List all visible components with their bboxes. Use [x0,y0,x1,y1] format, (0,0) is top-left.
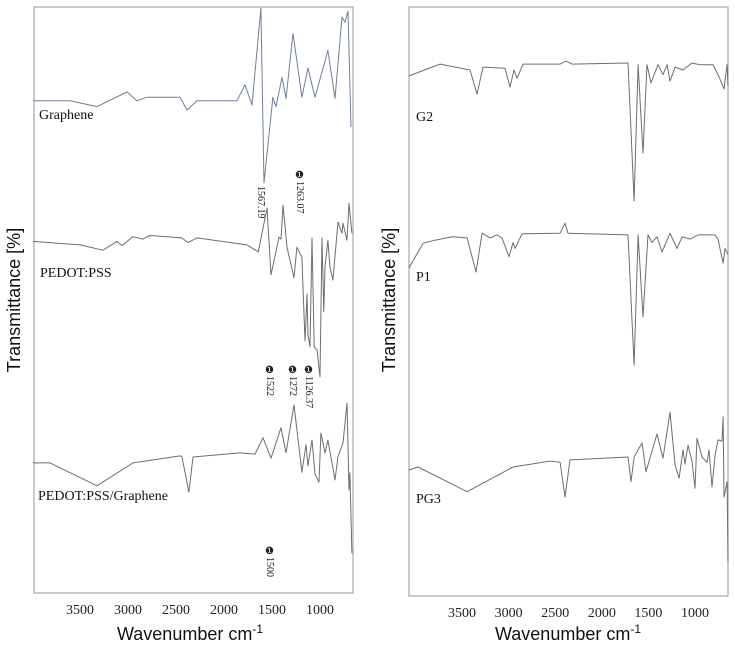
spectrum-line-pg3 [408,411,729,562]
x-tick-label: 1500 [634,606,662,621]
series-label-graphene: Graphene [39,108,94,123]
x-tick-label: 2500 [162,603,190,618]
spectrum-line-graphene [32,7,352,184]
x-tick-label: 3000 [495,606,523,621]
left-plot-frame [33,6,354,594]
y-axis-label: Transmittance [%] [4,228,24,372]
annotation-1522: ❶1522 [264,365,275,396]
annotation-1263: ❶1263.07 [294,170,305,214]
spectrum-line-pedot-pss [32,202,353,378]
annotation-1272: ❶1272 [287,365,298,396]
spectrum-line-pedot-pss-graphene [32,402,353,554]
x-tick-label: 3500 [448,606,476,621]
x-tick-label: 2500 [541,606,569,621]
spectrum-line-p1 [408,222,729,366]
series-label-pedot-pss: PEDOT:PSS [40,266,112,281]
x-axis-label-left: Wavenumber cm-1 [117,622,263,644]
x-tick-label: 3000 [114,603,142,618]
annotation-1567: 1567.19 [255,186,266,219]
x-tick-label: 1000 [681,606,709,621]
x-tick-label: 3500 [66,603,94,618]
left-plot: 3500 3000 2500 2000 1500 1000 [32,7,353,618]
right-plot-frame [408,6,729,597]
right-plot: 3500 3000 2500 2000 1500 1000 [408,60,729,621]
annotation-1126: ❶1126.37 [303,365,314,409]
series-label-g2: G2 [416,110,434,125]
x-axis-label-right: Wavenumber cm-1 [495,622,641,644]
x-tick-label: 1000 [306,603,334,618]
x-tick-label: 2000 [210,603,238,618]
y-axis-label-right: Transmittance [%] [379,228,399,372]
spectrum-line-g2 [408,60,729,202]
series-label-pg3: PG3 [416,492,441,507]
annotation-1500: ❶1500 [264,546,275,577]
series-label-pedot-pss-graphene: PEDOT:PSS/Graphene [38,489,168,504]
series-label-p1: P1 [416,270,431,285]
x-tick-label: 2000 [588,606,616,621]
x-tick-label: 1500 [258,603,286,618]
